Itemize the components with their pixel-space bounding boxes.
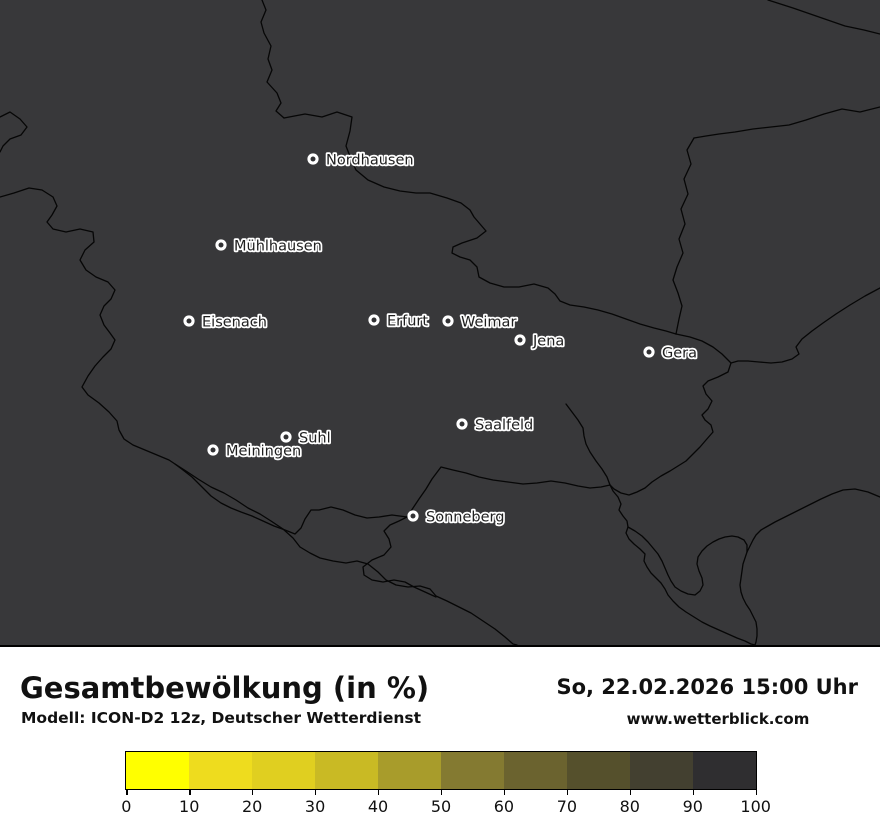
colorbar-segment	[567, 752, 630, 789]
border-line	[609, 484, 756, 645]
city: Sonneberg	[407, 508, 506, 527]
border-line	[672, 137, 695, 335]
border-line	[767, 0, 880, 35]
city: Mühlhausen	[215, 237, 324, 256]
state-border-lines	[0, 0, 880, 645]
city-marker-dot	[186, 318, 192, 324]
colorbar-tick-mark	[315, 790, 317, 795]
city-label: Mühlhausen	[234, 239, 322, 255]
city-label: Sonneberg	[426, 510, 504, 526]
colorbar-segment	[126, 752, 189, 789]
colorbar-tick-label: 30	[304, 797, 326, 816]
colorbar-segment	[252, 752, 315, 789]
colorbar-tick-mark	[252, 790, 254, 795]
border-line	[174, 463, 408, 535]
colorbar-tick-label: 60	[493, 797, 515, 816]
colorbar-tick-mark	[629, 790, 632, 795]
city-marker-dot	[371, 317, 377, 323]
city-label: Meiningen	[226, 444, 301, 460]
city-label: Saalfeld	[475, 418, 533, 434]
map-background	[0, 0, 880, 645]
border-line	[362, 516, 437, 598]
border-line	[730, 287, 880, 364]
border-line	[0, 111, 28, 153]
border-line	[565, 403, 611, 486]
city: Gera	[643, 344, 699, 363]
model-info: Modell: ICON-D2 12z, Deutscher Wetterdie…	[21, 709, 421, 727]
colorbar-tick-label: 20	[241, 797, 263, 816]
colorbar-gradient	[125, 751, 757, 790]
city: Suhl	[280, 429, 332, 448]
city-marker-dot	[283, 434, 289, 440]
colorbar-segment	[315, 752, 378, 789]
city-label: Gera	[662, 346, 697, 362]
footer-panel: Gesamtbewölkung (in %) Modell: ICON-D2 1…	[0, 647, 880, 830]
border-line	[0, 187, 518, 645]
city-layer: Nordhausen Mühlhausen Eisenach Erfurt Weimar…	[183, 151, 699, 527]
border-line	[627, 526, 748, 596]
city-label: Weimar	[461, 315, 516, 331]
website-url: www.wetterblick.com	[626, 710, 810, 728]
colorbar-tick-label: 70	[556, 797, 578, 816]
city-marker-dot	[459, 421, 465, 427]
city-marker-dot	[410, 513, 416, 519]
colorbar-tick-mark	[441, 790, 443, 795]
city-marker-dot	[646, 349, 652, 355]
forecast-datetime: So, 22.02.2026 15:00 Uhr	[556, 675, 858, 699]
colorbar: 0 10 20 30 40 50 60 70 80 90 100	[121, 751, 771, 816]
city: Saalfeld	[456, 416, 535, 435]
colorbar-tick-label: 90	[682, 797, 703, 816]
city-label: Jena	[532, 334, 564, 350]
colorbar-segment	[693, 752, 756, 789]
border-line	[693, 106, 880, 139]
colorbar-tick-label: 50	[430, 797, 452, 816]
colorbar-segment	[189, 752, 252, 789]
city: Nordhausen	[307, 151, 415, 170]
city: Meiningen	[207, 442, 303, 461]
colorbar-tick-mark	[126, 790, 128, 795]
border-line	[283, 111, 677, 335]
colorbar-segment	[630, 752, 693, 789]
colorbar-segment	[378, 752, 441, 789]
city-label: Eisenach	[202, 315, 267, 331]
city: Erfurt	[368, 312, 430, 331]
weather-map: Nordhausen Mühlhausen Eisenach Erfurt Weimar…	[0, 0, 880, 647]
colorbar-segment	[504, 752, 567, 789]
colorbar-tick-mark	[378, 790, 380, 795]
colorbar-tick-label: 40	[367, 797, 389, 816]
colorbar-tick-mark	[692, 790, 695, 795]
border-line	[260, 0, 285, 119]
map-canvas: Nordhausen Mühlhausen Eisenach Erfurt Weimar…	[0, 0, 880, 645]
city: Weimar	[442, 313, 518, 332]
colorbar-tick-mark	[755, 790, 757, 795]
city-marker-dot	[517, 337, 523, 343]
colorbar-segment	[441, 752, 504, 789]
city: Jena	[514, 332, 566, 351]
city-marker-dot	[310, 156, 316, 162]
colorbar-tick-label: 10	[179, 797, 200, 816]
city-label: Suhl	[299, 431, 331, 447]
city: Eisenach	[183, 313, 269, 332]
page-title: Gesamtbewölkung (in %)	[20, 671, 430, 705]
city-marker-dot	[218, 242, 224, 248]
city-marker-dot	[210, 447, 216, 453]
border-line	[406, 466, 611, 518]
colorbar-tick-label: 0	[121, 797, 132, 816]
colorbar-tick-mark	[566, 790, 569, 795]
colorbar-tick-label: 100	[740, 797, 771, 816]
colorbar-tick-mark	[189, 790, 191, 795]
city-label: Nordhausen	[326, 153, 414, 169]
city-label: Erfurt	[387, 314, 428, 330]
colorbar-tick-mark	[503, 790, 506, 795]
colorbar-tick-label: 80	[619, 797, 640, 816]
city-marker-dot	[445, 318, 451, 324]
border-line	[739, 488, 880, 645]
